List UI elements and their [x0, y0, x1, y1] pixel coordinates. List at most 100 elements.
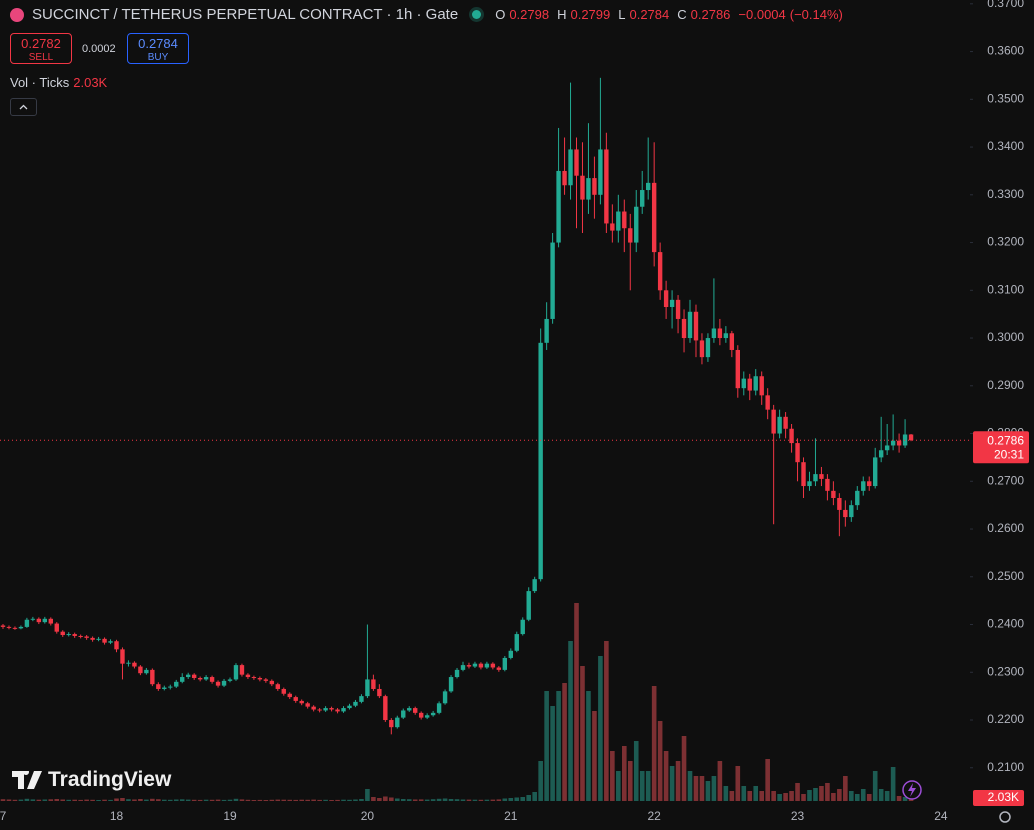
candle-body	[305, 703, 310, 707]
candle-body	[831, 490, 836, 498]
candle-body	[90, 637, 95, 640]
candle-body	[365, 679, 370, 697]
volume-bar	[902, 797, 908, 801]
candle-body	[132, 662, 137, 667]
volume-bar	[96, 800, 101, 801]
volume-bar	[890, 767, 896, 801]
volume-bar	[179, 799, 185, 801]
volume-bar	[908, 798, 914, 801]
volume-bar	[717, 761, 723, 801]
candle-body	[544, 318, 549, 343]
y-tick-label: 0.2300	[987, 664, 1024, 678]
candle-body	[299, 700, 304, 704]
y-tick-label: 0.3500	[987, 91, 1024, 105]
volume-bar	[167, 799, 173, 801]
candle-body	[418, 712, 424, 718]
volume-bar	[699, 776, 705, 801]
volume-bar	[12, 799, 18, 801]
ohlc-value: 0.2784	[629, 7, 670, 22]
candle-body	[6, 626, 12, 628]
volume-bar	[191, 799, 197, 801]
candle-body	[84, 636, 89, 638]
candle-body	[771, 409, 776, 434]
buy-price: 0.2784	[138, 36, 178, 51]
volume-bar	[287, 799, 293, 801]
candle-body	[789, 428, 794, 444]
candle-body	[723, 333, 729, 339]
volume-bar	[854, 794, 860, 801]
candle-body	[209, 677, 215, 682]
candle-body	[681, 318, 687, 339]
buy-button[interactable]: 0.2784 BUY	[127, 33, 189, 64]
volume-bar	[478, 799, 484, 801]
volume-bar	[771, 791, 776, 801]
candle-body	[323, 708, 328, 711]
candle-body	[657, 252, 663, 291]
volume-bar	[819, 786, 824, 801]
volume-bar	[418, 799, 424, 801]
candle-body	[30, 618, 36, 620]
volume-bar	[532, 792, 537, 801]
candle-body	[783, 416, 788, 429]
candle-body	[902, 434, 908, 446]
y-tick-label: 0.3300	[987, 187, 1024, 201]
candle-body	[604, 149, 609, 224]
volume-bar	[866, 794, 872, 801]
candle-body	[466, 665, 472, 667]
volume-bar	[359, 799, 364, 801]
volume-bar	[215, 799, 221, 801]
candle-body	[96, 638, 101, 640]
volume-bar	[150, 798, 155, 801]
volume-bar	[84, 799, 89, 801]
volume-bar	[430, 799, 436, 801]
volume-bar	[550, 706, 555, 801]
volume-bar	[562, 683, 567, 801]
candle-body	[884, 445, 890, 451]
volume-bar	[203, 799, 209, 801]
collapse-button[interactable]	[10, 98, 37, 116]
volume-bar	[568, 641, 573, 801]
candle-body	[221, 680, 227, 686]
candle-body	[138, 666, 143, 674]
candle-body	[616, 211, 621, 231]
volume-bar	[675, 761, 681, 801]
ohlc-key: H	[557, 7, 567, 22]
candle-body	[675, 299, 681, 319]
sell-button[interactable]: 0.2782 SELL	[10, 33, 72, 64]
volume-bar	[227, 799, 233, 801]
volume-bar	[36, 799, 42, 801]
candle-body	[197, 677, 203, 680]
candle-body	[0, 625, 6, 627]
symbol-title[interactable]: SUCCINCT / TETHERUS PERPETUAL CONTRACT ·…	[32, 6, 459, 23]
x-tick-label: 20	[361, 809, 375, 823]
header: SUCCINCT / TETHERUS PERPETUAL CONTRACT ·…	[10, 6, 843, 23]
volume-bar	[490, 799, 496, 801]
candle-body	[448, 677, 454, 692]
volume-bar	[753, 786, 759, 801]
candle-body	[66, 634, 71, 636]
candle-body	[287, 693, 292, 698]
volume-bar	[813, 788, 818, 801]
volume-bar	[305, 799, 310, 801]
candle-body	[640, 190, 645, 207]
y-tick-label: 0.2500	[987, 569, 1024, 583]
candle-body	[532, 579, 537, 592]
volume-bar	[860, 789, 866, 801]
volume-bar	[102, 799, 107, 801]
volume-value-label: 2.03K	[988, 790, 1019, 804]
volume-bar	[872, 771, 878, 801]
volume-bar	[592, 711, 597, 801]
candle-body	[765, 395, 770, 410]
y-tick-label: 0.3600	[987, 44, 1024, 58]
candle-body	[407, 708, 412, 711]
volume-bar	[544, 691, 549, 801]
volume-bar	[795, 783, 800, 801]
volume-bar	[412, 799, 418, 801]
volume-bar	[610, 751, 615, 801]
sell-label: SELL	[28, 52, 54, 63]
ohlc-value: 0.2798	[509, 7, 550, 22]
volume-bar	[126, 799, 131, 801]
volume-bar	[484, 799, 490, 801]
logo-text: TradingView	[48, 768, 172, 791]
